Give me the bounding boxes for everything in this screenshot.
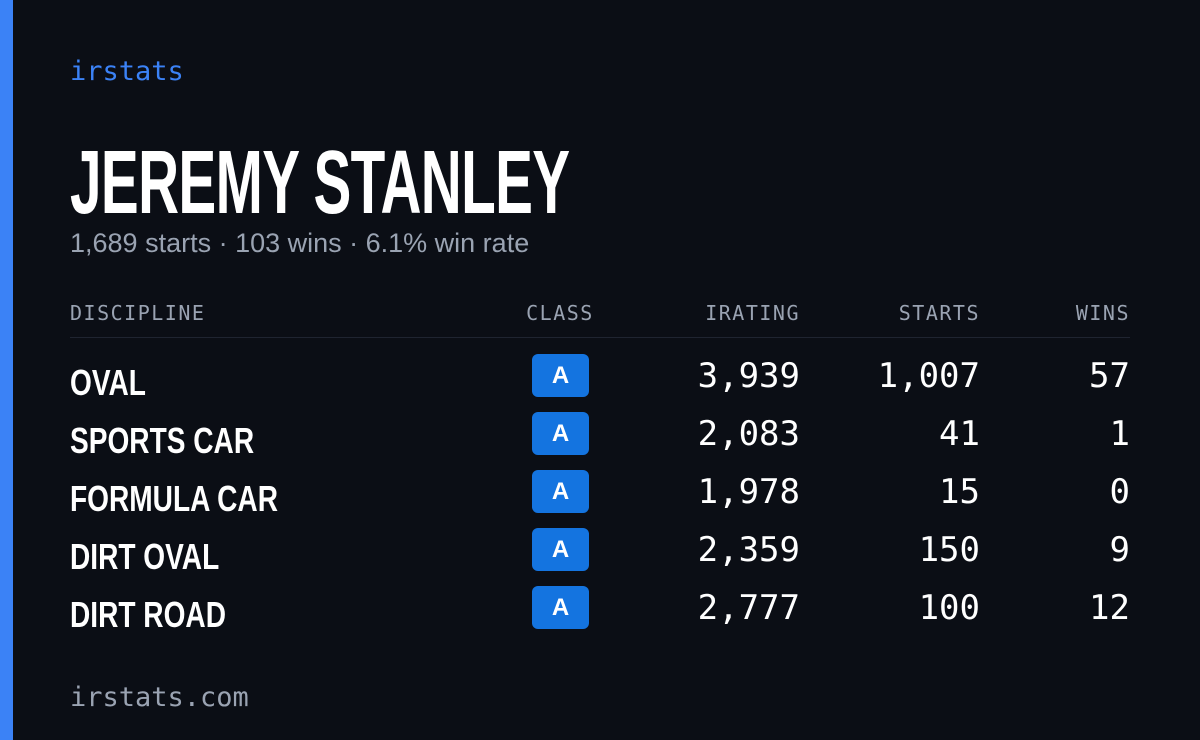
accent-bar xyxy=(0,0,13,740)
stat-value: 12 xyxy=(1089,588,1130,628)
column-header: WINS xyxy=(1075,301,1130,325)
discipline: FORMULA CAR xyxy=(70,478,278,519)
column-header: DISCIPLINE xyxy=(70,301,206,325)
stat-value: 41 xyxy=(939,414,980,454)
stat-value: 0 xyxy=(1109,472,1130,512)
stat-value: 2,359 xyxy=(697,530,800,570)
discipline: DIRT ROAD xyxy=(70,594,226,635)
stat-value: 1,007 xyxy=(877,356,980,396)
column-header: CLASS xyxy=(526,301,594,325)
stat-value: 1,978 xyxy=(697,472,800,512)
brand: irstats xyxy=(70,56,184,87)
stat-value: 3,939 xyxy=(697,356,800,396)
footer-url: irstats.com xyxy=(70,682,249,713)
header-rule xyxy=(70,337,1130,338)
class-badge: A xyxy=(532,586,589,629)
class-badge: A xyxy=(532,470,589,513)
stat-value: 1 xyxy=(1109,414,1130,454)
discipline: DIRT OVAL xyxy=(70,536,220,577)
discipline: OVAL xyxy=(70,362,146,403)
class-badge: A xyxy=(532,528,589,571)
stat-value: 2,777 xyxy=(697,588,800,628)
column-header: IRATING xyxy=(705,301,800,325)
stat-value: 15 xyxy=(939,472,980,512)
stat-value: 100 xyxy=(918,588,980,628)
stat-value: 2,083 xyxy=(697,414,800,454)
stat-value: 150 xyxy=(918,530,980,570)
class-badge: A xyxy=(532,412,589,455)
discipline: SPORTS CAR xyxy=(70,420,255,461)
stat-value: 57 xyxy=(1089,356,1130,396)
class-badge: A xyxy=(532,354,589,397)
stat-value: 9 xyxy=(1109,530,1130,570)
player-name: JEREMY STANLEY xyxy=(70,133,570,233)
column-header: STARTS xyxy=(898,301,980,325)
summary: 1,689 starts · 103 wins · 6.1% win rate xyxy=(70,228,530,258)
